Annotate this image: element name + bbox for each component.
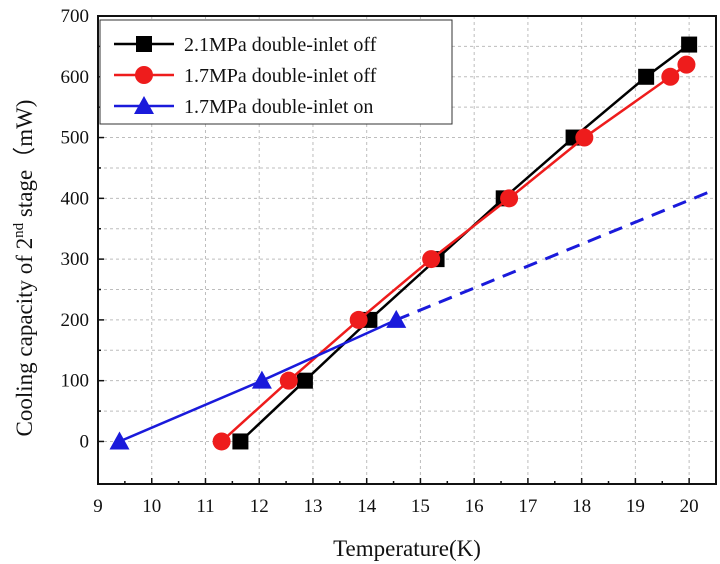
series-1-point [232,433,249,450]
y-axis-title-superscript: nd [11,222,27,238]
x-tick-label: 10 [142,496,161,517]
series-3 [109,187,717,450]
x-tick-label: 20 [680,496,699,517]
legend-label: 2.1MPa double-inlet off [184,34,377,56]
x-tick-label: 19 [626,496,645,517]
legend: 2.1MPa double-inlet off 1.7MPa double-inl… [99,19,453,125]
y-axis-title-tail: stage（mW) [12,100,37,223]
legend-marker [136,36,152,52]
series-3-extrapolation [395,187,717,322]
plot-frame [97,15,717,485]
x-tick-label: 17 [518,496,537,517]
y-axis-title: Cooling capacity of 2nd stage（mW) [11,100,37,437]
series-layer [109,36,717,451]
series-2 [212,55,696,451]
legend-marker [134,96,154,114]
y-tick-label: 300 [61,249,90,270]
x-tick-label: 16 [465,496,484,517]
y-tick-label: 0 [80,431,90,452]
y-tick-label: 500 [61,128,90,149]
series-2-point [575,128,594,147]
series-1-point [681,36,698,53]
x-tick-label: 14 [357,496,377,517]
y-tick-label: 400 [61,188,90,209]
legend-label: 1.7MPa double-inlet on [184,96,373,118]
series-2-point [422,250,441,269]
series-2-point [349,310,368,329]
y-tick-label: 200 [61,310,90,331]
series-2-point [279,371,298,390]
x-tick-label: 9 [93,496,103,517]
y-tick-label: 700 [61,6,90,27]
series-2-point [661,67,680,86]
series-3-point [251,370,272,389]
x-tick-label: 13 [303,496,322,517]
ticks: 9 10 11 12 13 14 15 16 17 18 19 2001002003004005006… [61,6,699,517]
x-tick-label: 12 [250,496,269,517]
series-2-point [677,55,696,74]
series-3-point [386,309,407,328]
series-2-point [212,432,231,451]
x-tick-label: 11 [196,496,214,517]
legend-label: 1.7MPa double-inlet off [184,65,377,87]
series-3-point [109,431,130,450]
series-1-point [296,372,313,389]
legend-marker [135,66,153,84]
y-tick-label: 100 [61,371,90,392]
y-axis-title-main: Cooling capacity of 2 [12,238,37,437]
x-axis-title: Temperature(K) [333,536,481,561]
y-tick-label: 600 [61,67,90,88]
x-tick-label: 18 [572,496,591,517]
series-1-point [638,68,655,85]
series-2-line [220,63,688,443]
series-2-point [500,189,519,208]
x-tick-label: 15 [411,496,430,517]
